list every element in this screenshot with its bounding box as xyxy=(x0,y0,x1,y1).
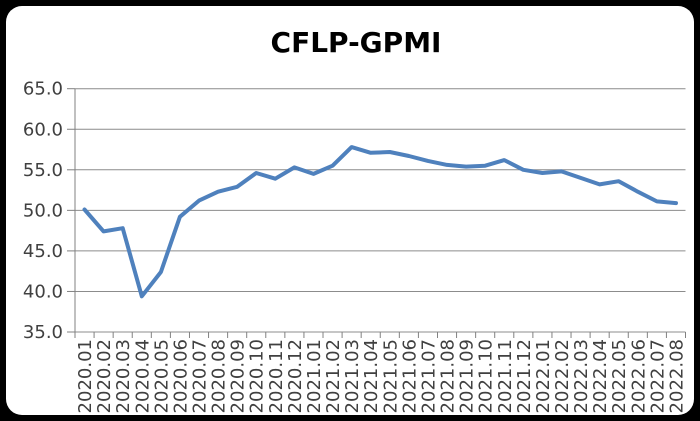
x-tick-label: 2022.03 xyxy=(571,339,592,413)
x-tick-label: 2021.03 xyxy=(342,339,363,413)
x-tick-label: 2021.09 xyxy=(457,339,478,413)
x-tick-label: 2020.09 xyxy=(228,339,249,413)
chart-title: CFLP-GPMI xyxy=(270,26,442,59)
x-tick-label: 2022.04 xyxy=(590,339,611,413)
x-tick-label: 2020.03 xyxy=(113,339,134,413)
x-tick-label: 2021.07 xyxy=(418,339,439,413)
x-tick-label: 2020.08 xyxy=(209,339,230,413)
x-tick-label: 2020.04 xyxy=(132,339,153,413)
y-tick-label: 35.0 xyxy=(23,322,63,343)
y-tick-label: 45.0 xyxy=(23,241,63,262)
cflp-gpmi-line-chart: 35.040.045.050.055.060.065.02020.012020.… xyxy=(23,79,688,414)
y-tick-label: 55.0 xyxy=(23,160,63,181)
x-tick-label: 2022.08 xyxy=(666,339,687,413)
x-tick-label: 2021.05 xyxy=(380,339,401,413)
x-tick-label: 2021.02 xyxy=(323,339,344,413)
x-tick-label: 2022.05 xyxy=(609,339,630,413)
pmi-series-line xyxy=(82,145,678,299)
x-tick-label: 2021.04 xyxy=(361,339,382,413)
x-tick-label: 2022.07 xyxy=(647,339,668,413)
y-tick-label: 50.0 xyxy=(23,200,63,221)
y-tick-label: 40.0 xyxy=(23,281,63,302)
y-tick-label: 60.0 xyxy=(23,119,63,140)
x-tick-label: 2021.08 xyxy=(438,339,459,413)
x-tick-label: 2020.12 xyxy=(285,339,306,413)
x-tick-label: 2020.10 xyxy=(247,339,268,413)
x-tick-label: 2021.12 xyxy=(514,339,535,413)
x-tick-label: 2021.06 xyxy=(399,339,420,413)
x-tick-label: 2022.02 xyxy=(552,339,573,413)
x-tick-label: 2021.01 xyxy=(304,339,325,413)
x-tick-label: 2022.06 xyxy=(628,339,649,413)
y-tick-label: 65.0 xyxy=(23,79,63,100)
x-tick-label: 2021.10 xyxy=(476,339,497,413)
x-tick-label: 2022.01 xyxy=(533,339,554,413)
chart-card: CFLP-GPMI 35.0 40.0 45.0 50.0 55.0 60.0 65.0 20… xyxy=(6,6,694,415)
x-tick-label: 2020.05 xyxy=(151,339,172,413)
x-tick-label: 2020.06 xyxy=(170,339,191,413)
x-tick-label: 2020.01 xyxy=(75,339,96,413)
x-tick-label: 2020.02 xyxy=(94,339,115,413)
x-tick-label: 2020.07 xyxy=(190,339,211,413)
x-tick-label: 2021.11 xyxy=(495,339,516,413)
x-tick-label: 2020.11 xyxy=(266,339,287,413)
